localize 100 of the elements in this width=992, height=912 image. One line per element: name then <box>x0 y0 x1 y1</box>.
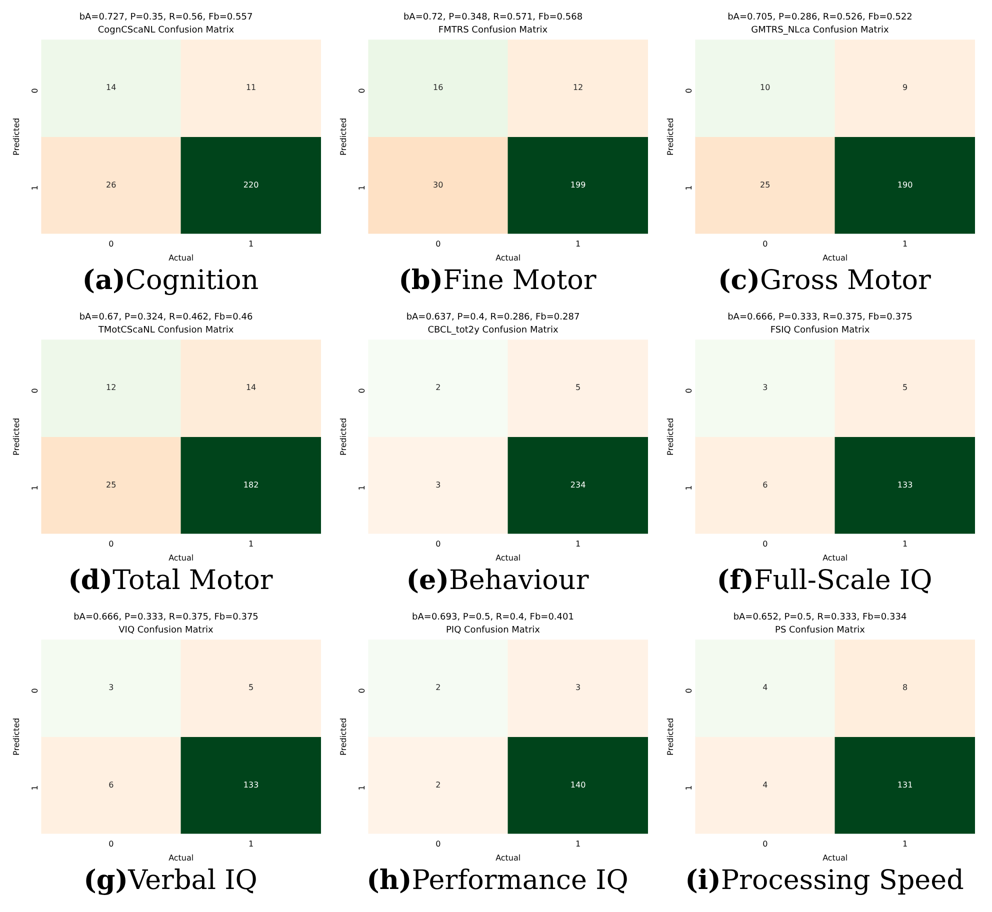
y-tick-label: 0 <box>356 388 366 394</box>
y-tick-label: 1 <box>356 785 366 790</box>
data-label: 12 <box>106 383 116 392</box>
chart-subtitle: TMotCScaNL Confusion Matrix <box>96 326 234 336</box>
y-tick-label: 1 <box>684 485 693 490</box>
text: (a)Cognition <box>82 265 259 296</box>
y-tick-label: 1 <box>356 185 366 190</box>
data-label: 140 <box>570 780 586 790</box>
data-label: 6 <box>762 480 768 490</box>
x-tick-label: 0 <box>108 840 114 849</box>
data-label: 5 <box>248 683 254 692</box>
x-tick-label: 0 <box>762 240 768 249</box>
data-label: 4 <box>762 683 768 692</box>
data-label: 9 <box>902 83 908 92</box>
x-axis-title: Actual <box>822 253 848 262</box>
x-tick-label: 1 <box>248 540 254 549</box>
x-axis-title: Actual <box>822 853 848 862</box>
chart-title: bA=0.652, P=0.5, R=0.333, Fb=0.334 <box>732 612 906 623</box>
data-label: 3 <box>435 480 440 490</box>
data-label: 3 <box>575 683 580 692</box>
x-axis-title: Actual <box>495 553 520 562</box>
x-tick-label: 1 <box>902 840 908 849</box>
chart-subtitle: GMTRS_NLca Confusion Matrix <box>750 26 890 36</box>
y-tick-label: 1 <box>30 485 39 490</box>
data-label: 5 <box>902 383 908 392</box>
chart-subtitle: FSIQ Confusion Matrix <box>770 326 870 336</box>
y-axis-title: Predicted <box>11 718 20 756</box>
chart-subtitle: CBCL_tot2y Confusion Matrix <box>427 326 558 336</box>
x-axis-title: Actual <box>168 553 194 562</box>
text: (g)Verbal IQ <box>84 865 258 896</box>
data-label: 234 <box>570 480 586 490</box>
data-label: 2 <box>435 683 440 692</box>
data-label: 26 <box>106 180 116 190</box>
data-label: 220 <box>242 180 258 190</box>
data-label: 133 <box>896 480 912 490</box>
data-label: 182 <box>242 480 258 490</box>
y-axis-title: Predicted <box>338 118 348 156</box>
chart-subtitle: CognCScaNL Confusion Matrix <box>97 26 234 36</box>
chart-title: bA=0.666, P=0.333, R=0.375, Fb=0.375 <box>73 612 258 623</box>
y-axis-title: Predicted <box>665 418 674 456</box>
data-label: 16 <box>432 83 443 92</box>
x-tick-label: 0 <box>108 240 114 249</box>
y-tick-label: 1 <box>684 185 693 190</box>
data-label: 30 <box>432 180 443 190</box>
y-tick-label: 1 <box>356 485 366 490</box>
x-tick-label: 0 <box>108 540 114 549</box>
x-tick-label: 1 <box>902 240 908 249</box>
data-label: 12 <box>572 83 583 92</box>
text: (c)Gross Motor <box>718 265 931 296</box>
x-tick-label: 1 <box>248 240 254 249</box>
x-axis-title: Actual <box>168 853 194 862</box>
y-axis-title: Predicted <box>11 118 20 156</box>
y-tick-label: 1 <box>30 185 39 190</box>
chart-subtitle: VIQ Confusion Matrix <box>118 626 214 636</box>
text: (e)Behaviour <box>406 565 589 596</box>
data-label: 10 <box>760 83 770 92</box>
chart-subtitle: PIQ Confusion Matrix <box>446 626 540 636</box>
text: (h)Performance IQ <box>366 865 628 896</box>
data-label: 11 <box>245 83 256 92</box>
y-tick-label: 1 <box>30 785 39 790</box>
y-axis-title: Predicted <box>665 118 674 156</box>
data-label: 14 <box>245 383 256 392</box>
chart-title: bA=0.67, P=0.324, R=0.462, Fb=0.46 <box>78 312 252 323</box>
y-axis-title: Predicted <box>11 418 20 456</box>
text: (b)Fine Motor <box>398 265 596 296</box>
data-label: 6 <box>108 780 114 790</box>
y-axis-title: Predicted <box>338 718 348 756</box>
y-tick-label: 0 <box>684 688 693 694</box>
y-tick-label: 1 <box>684 785 693 790</box>
x-axis-title: Actual <box>168 253 194 262</box>
x-tick-label: 1 <box>902 540 908 549</box>
y-tick-label: 0 <box>684 88 693 94</box>
y-axis-title: Predicted <box>665 718 674 756</box>
chart-title: bA=0.72, P=0.348, R=0.571, Fb=0.568 <box>402 12 582 23</box>
x-tick-label: 0 <box>435 540 440 549</box>
data-label: 190 <box>896 180 912 190</box>
chart-title: bA=0.705, P=0.286, R=0.526, Fb=0.522 <box>727 12 912 23</box>
chart-title: bA=0.693, P=0.5, R=0.4, Fb=0.401 <box>412 612 574 623</box>
data-label: 3 <box>108 683 114 692</box>
data-label: 4 <box>762 780 768 790</box>
data-label: 2 <box>435 383 440 392</box>
x-tick-label: 0 <box>762 840 768 849</box>
x-tick-label: 1 <box>248 840 254 849</box>
x-tick-label: 1 <box>575 240 580 249</box>
data-label: 199 <box>570 180 586 190</box>
y-axis-title: Predicted <box>338 418 348 456</box>
x-tick-label: 0 <box>435 840 440 849</box>
chart-subtitle: PS Confusion Matrix <box>774 626 866 636</box>
data-label: 25 <box>106 480 116 490</box>
chart-subtitle: FMTRS Confusion Matrix <box>438 26 548 36</box>
y-tick-label: 0 <box>356 88 366 94</box>
x-axis-title: Actual <box>495 253 520 262</box>
x-tick-label: 1 <box>575 840 580 849</box>
chart-title: bA=0.637, P=0.4, R=0.286, Fb=0.287 <box>406 312 580 323</box>
data-label: 133 <box>242 780 258 790</box>
x-tick-label: 0 <box>762 540 768 549</box>
chart-title: bA=0.727, P=0.35, R=0.56, Fb=0.557 <box>78 12 252 23</box>
text: (i)Processing Speed <box>685 865 964 896</box>
y-tick-label: 0 <box>356 688 366 694</box>
x-tick-label: 0 <box>435 240 440 249</box>
